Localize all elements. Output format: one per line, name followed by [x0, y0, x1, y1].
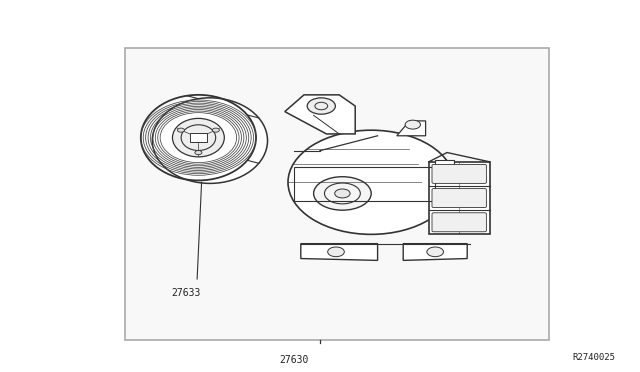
Circle shape [328, 247, 344, 257]
Circle shape [307, 98, 335, 114]
Ellipse shape [152, 98, 268, 183]
Polygon shape [285, 95, 355, 134]
Bar [125, 48, 549, 340]
Circle shape [427, 247, 444, 257]
Circle shape [177, 128, 184, 132]
Ellipse shape [173, 118, 225, 157]
Circle shape [335, 189, 350, 198]
Polygon shape [190, 133, 207, 142]
Circle shape [314, 177, 371, 210]
Circle shape [195, 151, 202, 155]
FancyBboxPatch shape [432, 164, 486, 183]
Polygon shape [397, 121, 426, 136]
Bar [429, 162, 490, 234]
FancyBboxPatch shape [432, 213, 486, 232]
Polygon shape [301, 244, 378, 260]
Circle shape [405, 120, 420, 129]
Text: 27633: 27633 [171, 288, 200, 298]
Polygon shape [435, 160, 454, 171]
Text: 27630: 27630 [280, 355, 309, 365]
Polygon shape [403, 244, 467, 260]
Circle shape [212, 128, 220, 132]
Ellipse shape [288, 130, 454, 234]
Bar [294, 167, 435, 201]
FancyBboxPatch shape [432, 189, 486, 208]
Text: R2740025: R2740025 [573, 353, 616, 362]
